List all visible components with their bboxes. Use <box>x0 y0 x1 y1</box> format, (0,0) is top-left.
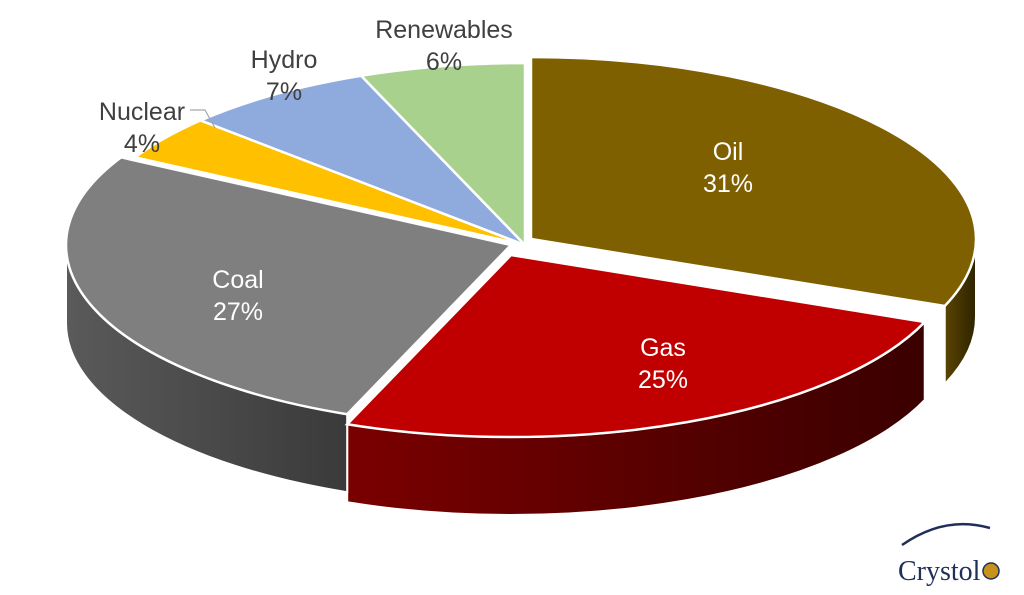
label-oil-value: 31% <box>703 170 753 198</box>
label-coal-name: Coal <box>212 266 263 294</box>
logo-drop-icon <box>983 563 999 579</box>
label-renewables-value: 6% <box>426 48 462 76</box>
logo-text: Crystol <box>898 556 981 587</box>
label-coal-value: 27% <box>213 298 263 326</box>
label-gas-value: 25% <box>638 366 688 394</box>
crystol-logo: Crystol <box>898 524 999 587</box>
label-renewables-name: Renewables <box>375 16 513 44</box>
label-oil-name: Oil <box>713 138 744 166</box>
label-hydro-value: 7% <box>266 78 302 106</box>
label-gas-name: Gas <box>640 334 686 362</box>
label-nuclear-value: 4% <box>124 130 160 158</box>
logo-arc-icon <box>902 524 990 545</box>
label-hydro-name: Hydro <box>251 46 318 74</box>
label-nuclear-name: Nuclear <box>99 98 185 126</box>
